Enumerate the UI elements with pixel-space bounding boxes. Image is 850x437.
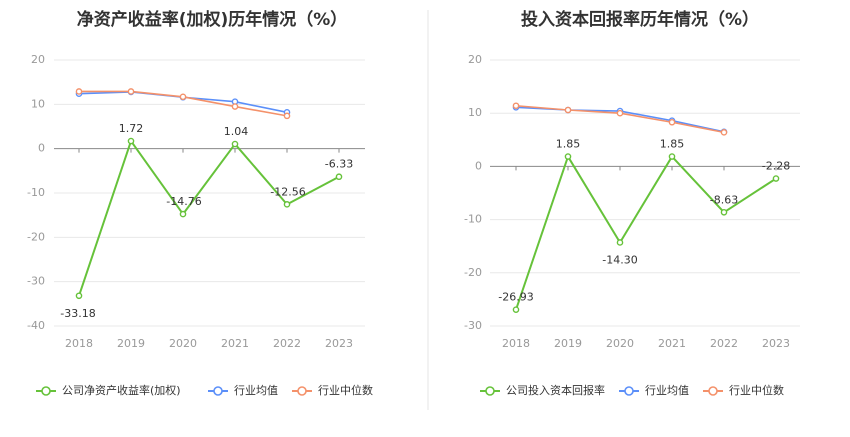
chart-2: 投入资本回报率历年情况（%） 20 10 0 -10 -20 -30 2018 2019 2020… — [464, 9, 800, 397]
y-tick-label: 0 — [475, 159, 482, 172]
legend-item-median[interactable]: 行业中位数 — [292, 383, 373, 397]
x-tick-label: 2020 — [606, 337, 634, 350]
data-point[interactable] — [668, 153, 676, 160]
data-point[interactable] — [179, 210, 187, 218]
x-tick-label: 2021 — [221, 337, 249, 350]
data-point[interactable] — [127, 88, 135, 95]
legend-swatch-marker — [485, 386, 495, 396]
legend-label: 公司净资产收益率(加权) — [62, 383, 181, 397]
legend-swatch-marker — [41, 386, 51, 396]
data-label: 1.04 — [224, 125, 249, 138]
data-point[interactable] — [231, 140, 239, 148]
legend-item-company[interactable]: 公司投入资本回报率 — [480, 383, 605, 397]
data-point[interactable] — [75, 88, 83, 95]
y-tick-label: -40 — [27, 319, 45, 332]
data-point[interactable] — [772, 175, 780, 182]
data-label: -14.76 — [166, 195, 201, 208]
x-tick-label: 2023 — [762, 337, 790, 350]
legend-swatch-marker — [708, 386, 718, 396]
data-label: -33.18 — [60, 307, 95, 320]
x-tick-label: 2022 — [710, 337, 738, 350]
legend-swatch-marker — [297, 386, 307, 396]
x-tick-label: 2019 — [117, 337, 145, 350]
data-point[interactable] — [512, 306, 520, 313]
chart-1: 净资产收益率(加权)历年情况（%） 20 10 0 -10 -20 -30 -40 2018 20… — [27, 9, 373, 397]
chart-title: 投入资本回报率历年情况（%） — [521, 9, 759, 30]
legend-swatch-marker — [213, 386, 223, 396]
legend-swatch-marker — [624, 386, 634, 396]
legend-label: 行业均值 — [234, 384, 278, 397]
x-tick-label: 2018 — [65, 337, 93, 350]
data-point[interactable] — [335, 173, 343, 181]
legend-label: 行业均值 — [645, 384, 689, 397]
data-point[interactable] — [75, 292, 83, 300]
data-point[interactable] — [127, 137, 135, 145]
x-tick-label: 2020 — [169, 337, 197, 350]
data-point[interactable] — [616, 109, 624, 117]
y-tick-label: -10 — [464, 213, 482, 226]
x-tick-label: 2022 — [273, 337, 301, 350]
data-point[interactable] — [512, 102, 520, 110]
legend-label: 行业中位数 — [729, 383, 784, 397]
y-tick-label: -30 — [27, 275, 45, 288]
y-tick-label: 10 — [31, 97, 45, 110]
data-label: 1.85 — [660, 138, 685, 151]
data-label: 1.85 — [556, 138, 581, 151]
legend-item-average[interactable]: 行业均值 — [208, 384, 278, 397]
data-point[interactable] — [231, 103, 239, 110]
x-tick-label: 2021 — [658, 337, 686, 350]
data-point[interactable] — [564, 106, 572, 114]
data-point[interactable] — [720, 129, 728, 136]
x-tick-label: 2019 — [554, 337, 582, 350]
y-tick-label: 10 — [468, 106, 482, 119]
data-label: -14.30 — [602, 253, 637, 266]
data-label: -8.63 — [710, 193, 738, 206]
data-label: -26.93 — [498, 291, 533, 304]
y-tick-label: 20 — [31, 53, 45, 66]
y-tick-label: -20 — [27, 230, 45, 243]
y-tick-label: -10 — [27, 186, 45, 199]
data-label: 1.72 — [119, 122, 144, 135]
data-point[interactable] — [720, 209, 728, 216]
data-point[interactable] — [564, 153, 572, 160]
x-tick-label: 2018 — [502, 337, 530, 350]
data-point[interactable] — [616, 239, 624, 246]
y-tick-label: 0 — [38, 142, 45, 155]
y-tick-label: -20 — [464, 266, 482, 279]
y-tick-label: -30 — [464, 319, 482, 332]
data-label: -12.56 — [270, 185, 305, 198]
data-point[interactable] — [179, 93, 187, 101]
x-tick-label: 2023 — [325, 337, 353, 350]
legend-item-average[interactable]: 行业均值 — [619, 384, 689, 397]
series-line-company — [515, 155, 777, 310]
y-tick-label: 20 — [468, 53, 482, 66]
data-label: -2.28 — [762, 160, 790, 173]
chart-title: 净资产收益率(加权)历年情况（%） — [77, 9, 348, 30]
data-label: -6.33 — [325, 158, 353, 171]
legend-label: 行业中位数 — [318, 383, 373, 397]
data-point[interactable] — [283, 201, 291, 208]
series-line-company — [78, 140, 340, 297]
data-point[interactable] — [668, 118, 676, 126]
legend-item-median[interactable]: 行业中位数 — [703, 383, 784, 397]
legend-item-company[interactable]: 公司净资产收益率(加权) — [36, 383, 181, 397]
data-point[interactable] — [283, 112, 291, 120]
legend-label: 公司投入资本回报率 — [506, 383, 605, 397]
